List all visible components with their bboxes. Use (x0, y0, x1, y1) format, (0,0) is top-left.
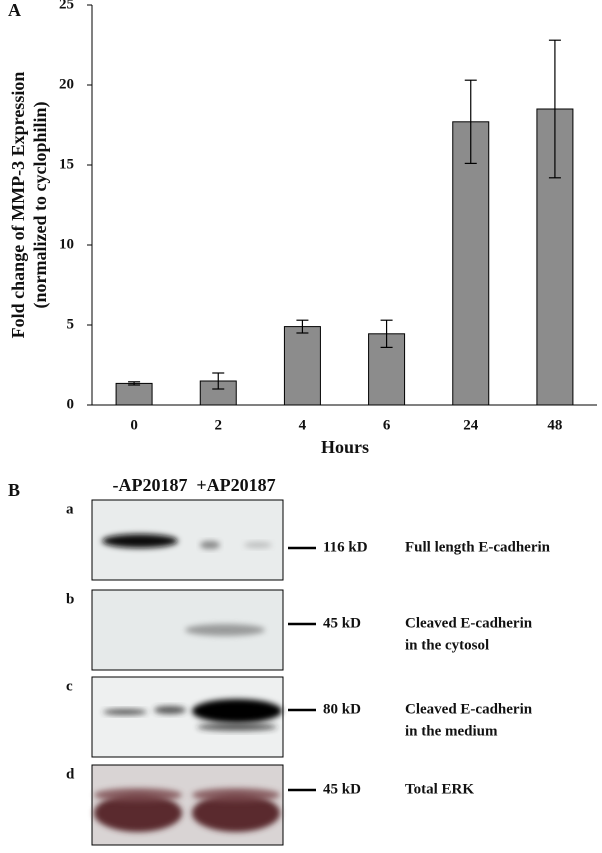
y-tick-label: 25 (59, 0, 74, 12)
blot-band (103, 709, 147, 715)
x-tick-label: 4 (299, 417, 307, 433)
error-bar (548, 39, 561, 179)
blot-band (94, 788, 182, 802)
band-description: in the medium (405, 723, 498, 739)
error-bar (128, 381, 141, 386)
blot-band (185, 624, 265, 636)
error-bar (464, 79, 477, 164)
x-tick-label: 24 (463, 417, 479, 433)
blot-band (197, 723, 277, 731)
panel-letter: c (66, 678, 73, 694)
blot-band (192, 794, 280, 832)
y-tick-label: 15 (59, 156, 74, 172)
blot-band (192, 699, 282, 723)
marker-label: 80 kD (323, 701, 361, 717)
y-axis-label: Fold change of MMP-3 Expression (8, 72, 28, 339)
lane-label: -AP20187 (113, 475, 188, 495)
error-bar (296, 319, 309, 334)
y-tick-label: 20 (59, 76, 74, 92)
x-tick-label: 0 (130, 417, 138, 433)
blot-band (192, 788, 280, 802)
panel-letter: b (66, 591, 74, 607)
blot-band (244, 542, 272, 548)
y-tick-label: 10 (59, 236, 74, 252)
y-tick-label: 0 (67, 396, 75, 412)
bar (452, 121, 490, 406)
x-axis-label: Hours (321, 437, 369, 457)
blot-band (154, 706, 186, 714)
marker-label: 45 kD (323, 781, 361, 797)
bar (283, 326, 321, 406)
x-tick-label: 48 (547, 417, 562, 433)
marker-label: 116 kD (323, 539, 368, 555)
lane-label: +AP20187 (196, 475, 275, 495)
y-tick-label: 5 (67, 316, 75, 332)
error-bar (212, 372, 225, 390)
band-description: Cleaved E-cadherin (405, 701, 533, 717)
panel-letter: d (66, 766, 75, 782)
bar (368, 333, 406, 406)
panel-letter: a (66, 501, 74, 517)
blot-band (200, 541, 220, 549)
panel-label: B (8, 480, 20, 500)
panel-label: A (8, 0, 21, 20)
band-description: Full length E-cadherin (405, 539, 551, 555)
blot-band (102, 534, 178, 548)
x-tick-label: 6 (383, 417, 391, 433)
bar (115, 382, 153, 406)
y-axis-label: (normalized to cyclophilin) (30, 102, 51, 309)
x-tick-label: 2 (215, 417, 223, 433)
band-description: in the cytosol (405, 637, 489, 653)
blot-band (94, 794, 182, 832)
band-description: Total ERK (405, 781, 474, 797)
band-description: Cleaved E-cadherin (405, 615, 533, 631)
error-bar (380, 319, 393, 348)
marker-label: 45 kD (323, 615, 361, 631)
